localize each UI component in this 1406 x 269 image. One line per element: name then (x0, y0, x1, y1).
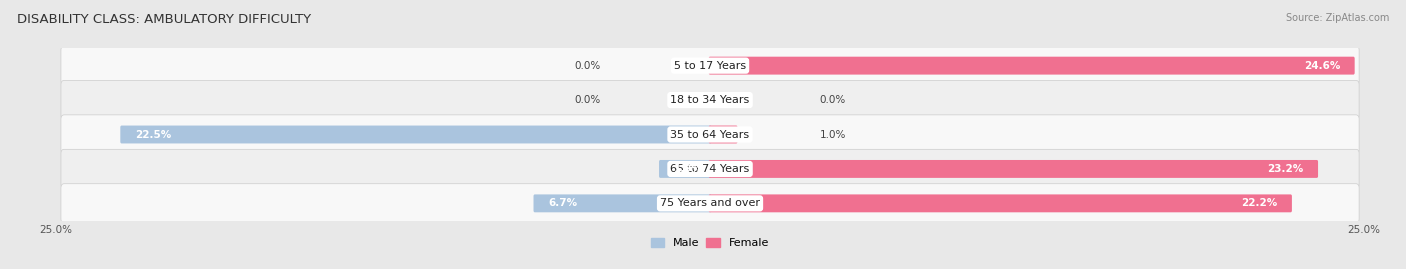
FancyBboxPatch shape (121, 126, 711, 143)
FancyBboxPatch shape (659, 160, 711, 178)
FancyBboxPatch shape (60, 184, 1360, 223)
Text: 6.7%: 6.7% (548, 198, 576, 208)
FancyBboxPatch shape (533, 194, 711, 212)
Text: 1.9%: 1.9% (673, 164, 702, 174)
Text: 0.0%: 0.0% (574, 95, 600, 105)
Text: Source: ZipAtlas.com: Source: ZipAtlas.com (1285, 13, 1389, 23)
Text: 0.0%: 0.0% (820, 95, 846, 105)
Text: 22.2%: 22.2% (1241, 198, 1278, 208)
FancyBboxPatch shape (60, 115, 1360, 154)
Text: 24.6%: 24.6% (1303, 61, 1340, 71)
Text: 22.5%: 22.5% (135, 129, 172, 140)
FancyBboxPatch shape (60, 80, 1360, 120)
Text: 18 to 34 Years: 18 to 34 Years (671, 95, 749, 105)
Text: 65 to 74 Years: 65 to 74 Years (671, 164, 749, 174)
Text: 35 to 64 Years: 35 to 64 Years (671, 129, 749, 140)
Text: 5 to 17 Years: 5 to 17 Years (673, 61, 747, 71)
Legend: Male, Female: Male, Female (647, 233, 773, 253)
FancyBboxPatch shape (709, 194, 1292, 212)
FancyBboxPatch shape (709, 57, 1354, 75)
FancyBboxPatch shape (60, 46, 1360, 85)
FancyBboxPatch shape (709, 160, 1317, 178)
FancyBboxPatch shape (60, 149, 1360, 189)
Text: 23.2%: 23.2% (1267, 164, 1303, 174)
Text: 1.0%: 1.0% (820, 129, 846, 140)
FancyBboxPatch shape (709, 126, 738, 143)
Text: 0.0%: 0.0% (574, 61, 600, 71)
Text: DISABILITY CLASS: AMBULATORY DIFFICULTY: DISABILITY CLASS: AMBULATORY DIFFICULTY (17, 13, 311, 26)
Text: 75 Years and over: 75 Years and over (659, 198, 761, 208)
